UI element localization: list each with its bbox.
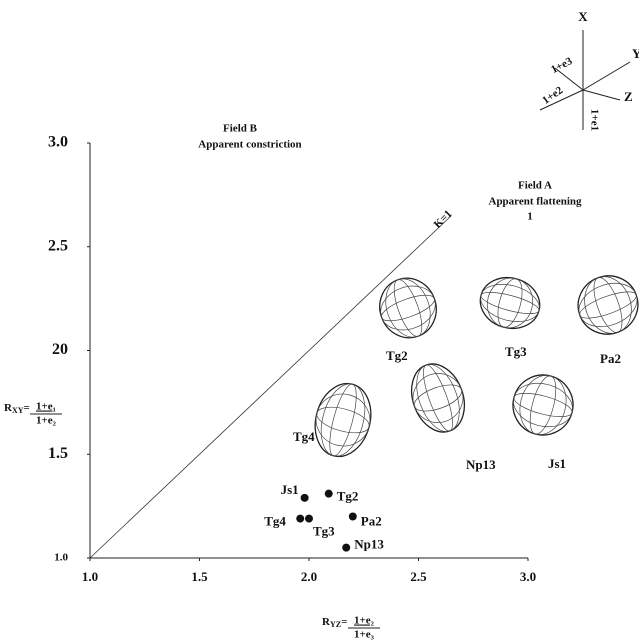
ellipsoid-parallel (513, 382, 573, 428)
data-point (296, 514, 305, 523)
ellipsoid-label: Tg3 (505, 344, 527, 359)
axis-label-denominator: 1+e₂ (36, 415, 57, 427)
x-tick-label: 1.0 (82, 569, 98, 584)
y-tick-label: 1.5 (48, 445, 68, 462)
ellipsoid-meridian (393, 279, 423, 337)
axis-label-denominator: 1+e₃ (354, 629, 375, 641)
point-label: Np13 (354, 537, 384, 552)
ellipsoid-meridian (486, 277, 534, 329)
reference-label: K=1 (432, 208, 455, 231)
point-label: Tg4 (264, 514, 286, 529)
key-axis (539, 89, 584, 111)
ellipsoid-outline (577, 275, 639, 335)
data-point (300, 493, 309, 502)
ellipsoid-label: Tg2 (386, 348, 408, 363)
point-label: Pa2 (361, 513, 382, 528)
field-a-desc: Apparent flattening (489, 196, 582, 208)
ellipsoid-parallel (316, 406, 370, 434)
ellipsoid-parallel (380, 285, 436, 331)
ellipsoid-parallel (413, 384, 463, 412)
field-a: Field A (518, 180, 552, 192)
ellipsoid-parallel (480, 284, 540, 322)
y-tick-label: 1.0 (54, 552, 68, 564)
x-tick-label: 2.5 (410, 569, 427, 584)
ellipsoid-meridian (320, 383, 366, 457)
ellipsoid (512, 374, 574, 436)
ellipsoid-parallel (480, 292, 540, 314)
point-label: Tg2 (337, 489, 359, 504)
field-b: Field B (223, 123, 258, 135)
ellipsoid-parallel (579, 291, 637, 319)
x-tick-label: 2.0 (301, 569, 317, 584)
ellipsoid-label: Js1 (548, 456, 566, 471)
y-tick-label: 2.5 (48, 237, 68, 254)
ellipsoid (410, 363, 466, 433)
data-point (305, 514, 313, 523)
axis-label-sub: YZ (330, 620, 341, 629)
ellipsoid-outline (479, 276, 541, 330)
ellipsoid-label: Np13 (466, 457, 496, 472)
axis-label-sub: XY (12, 406, 24, 415)
data-point (324, 489, 333, 498)
reference-line (89, 215, 452, 559)
x-tick-label: 3.0 (520, 569, 536, 584)
axis-label: RXY= (4, 402, 30, 415)
ellipsoid (479, 276, 541, 330)
key-axis (582, 89, 621, 101)
ellipsoid (379, 277, 437, 339)
ellipsoid-label: Pa2 (600, 351, 621, 366)
key-axis (554, 67, 584, 91)
key-z: Z (624, 89, 633, 104)
key-y: Y (632, 46, 639, 61)
ellipsoid-meridian (584, 276, 632, 334)
ellipsoid-outline (314, 382, 372, 458)
field-b-desc: Apparent constriction (198, 139, 301, 151)
key-x: X (578, 9, 588, 24)
field-a-num: 1 (527, 211, 533, 223)
ellipsoid-parallel (381, 294, 435, 322)
ellipsoid-outline (512, 374, 574, 436)
axis-label-symbol: R (4, 402, 13, 414)
axis-label-eq: = (341, 616, 347, 628)
axis-label: RYZ= (322, 616, 347, 629)
ellipsoid-meridian (416, 364, 460, 432)
axis-label-eq: = (24, 402, 30, 414)
y-tick-label: 3.0 (48, 134, 68, 151)
point-label: Js1 (281, 482, 299, 497)
ellipsoid-parallel (315, 393, 371, 447)
data-point (342, 543, 351, 552)
ellipsoid-meridian (385, 278, 431, 338)
key-e1: 1+e1 (588, 109, 600, 131)
ellipsoid-meridian (519, 375, 567, 435)
axis-label-numerator: 1+e₂ (354, 615, 375, 627)
ellipsoid (314, 382, 372, 458)
ellipsoid-outline (379, 277, 437, 339)
ellipsoid-parallel (578, 282, 638, 328)
ellipsoid-parallel (412, 373, 464, 423)
y-tick-label: 20 (52, 341, 68, 358)
data-point (348, 512, 357, 521)
ellipsoid (577, 275, 639, 335)
ellipsoid-meridian (593, 277, 623, 333)
point-label: Tg3 (313, 524, 335, 539)
ellipsoid-meridian (329, 383, 357, 457)
axis-label-numerator: 1+e₁ (36, 401, 56, 413)
axis-label-symbol: R (322, 616, 331, 628)
ellipsoid-label: Tg4 (293, 429, 315, 444)
x-tick-label: 1.5 (191, 569, 208, 584)
key-axis (582, 61, 631, 91)
